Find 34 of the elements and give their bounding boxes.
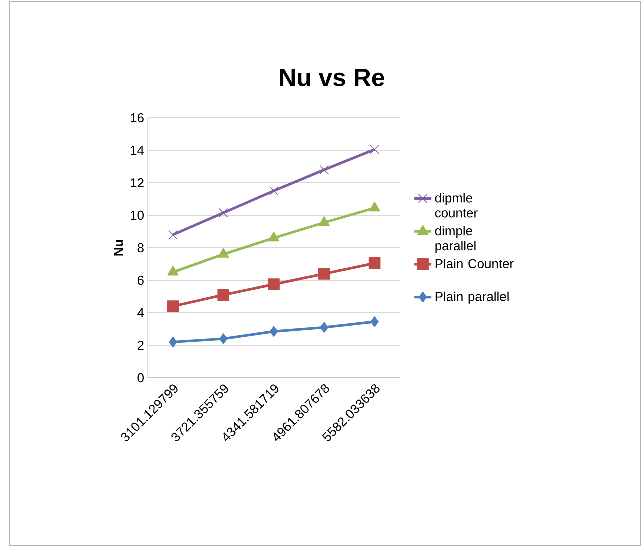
y-tick-label: 0 bbox=[138, 373, 144, 383]
point bbox=[167, 300, 180, 312]
chart-title: Nu vs Re bbox=[280, 69, 384, 87]
legend-label: dimple parallel bbox=[435, 226, 476, 254]
legend-label: Plain parallel bbox=[436, 292, 509, 304]
point bbox=[318, 216, 330, 226]
legend-label: Plain Counter bbox=[436, 258, 514, 268]
point bbox=[168, 266, 179, 276]
point bbox=[218, 208, 228, 218]
point bbox=[268, 232, 280, 242]
point bbox=[268, 278, 280, 290]
point bbox=[169, 336, 178, 348]
point bbox=[369, 202, 380, 212]
point bbox=[370, 145, 380, 154]
point bbox=[320, 165, 330, 175]
y-axis-title: Nu bbox=[114, 240, 124, 256]
point bbox=[218, 289, 230, 302]
point bbox=[219, 334, 228, 344]
point bbox=[318, 268, 330, 280]
y-tick-label: 8 bbox=[138, 243, 144, 253]
y-tick-label: 16 bbox=[131, 113, 144, 123]
point bbox=[269, 186, 279, 196]
y-tick-label: 4 bbox=[138, 308, 144, 318]
point bbox=[370, 316, 379, 328]
y-tick-label: 14 bbox=[131, 146, 144, 155]
y-tick-label: 2 bbox=[138, 340, 144, 350]
y-tick-label: 6 bbox=[138, 276, 144, 286]
y-tick-label: 12 bbox=[131, 178, 144, 188]
point bbox=[368, 258, 381, 270]
y-tick-label: 10 bbox=[131, 210, 144, 220]
point bbox=[320, 322, 329, 334]
point bbox=[270, 326, 278, 338]
point bbox=[218, 248, 230, 258]
point bbox=[168, 230, 178, 240]
